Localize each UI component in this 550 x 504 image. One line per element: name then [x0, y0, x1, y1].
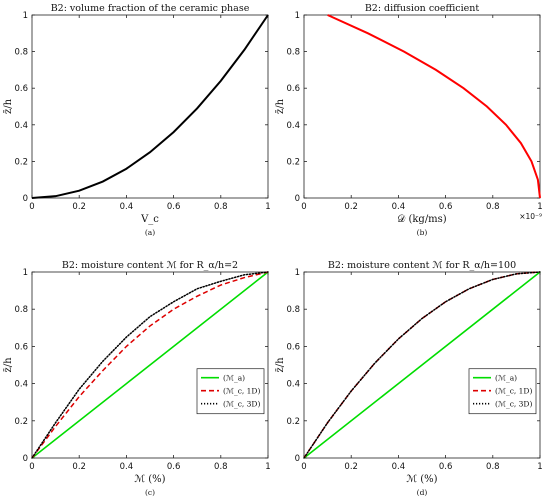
legend-box: [468, 368, 537, 415]
y-tick-label: 1: [23, 11, 28, 21]
chart-title: B2: volume fraction of the ceramic phase: [51, 3, 250, 14]
y-tick-label: 0: [23, 194, 28, 204]
x-tick-label: 0.8: [214, 202, 228, 212]
x-tick-label: 0.2: [72, 462, 86, 472]
panel-caption: (a): [145, 228, 155, 237]
x-tick-label: 0: [29, 462, 34, 472]
y-tick-label: 0.2: [14, 157, 28, 167]
y-tick-label: 0.8: [286, 305, 300, 315]
plot-area-1: [303, 14, 541, 199]
y-tick-label: 0.2: [286, 157, 300, 167]
x-tick-label: 0.6: [167, 202, 181, 212]
legend-entry: (ℳ_c, 1D): [223, 387, 260, 396]
x-tick-label: 0.6: [439, 202, 453, 212]
y-tick-label: 0.4: [286, 380, 300, 390]
panel-caption: (d): [417, 488, 428, 497]
y-tick-label: 0.4: [286, 121, 300, 131]
series-line-0: [31, 14, 269, 199]
series-line-0: [327, 14, 541, 199]
x-tick-label: 0.4: [392, 202, 406, 212]
x-tick-label: 0.4: [120, 462, 134, 472]
y-tick-label: 1: [295, 268, 300, 278]
legend-entry: (ℳ_a): [495, 374, 517, 383]
y-tick-label: 0.8: [14, 48, 28, 58]
y-tick-label: 1: [295, 11, 300, 21]
x-tick-label: 0.2: [72, 202, 86, 212]
y-axis-label: z̄/h: [275, 357, 286, 373]
x-tick-label: 0.8: [214, 462, 228, 472]
y-axis-label: z̄/h: [3, 98, 14, 114]
x-axis-exponent: ×10⁻⁹: [519, 212, 542, 221]
y-axis-label: z̄/h: [275, 98, 286, 114]
x-tick-label: 0.4: [392, 462, 406, 472]
y-tick-label: 0: [295, 454, 300, 464]
series-line-c-3d: [303, 271, 541, 459]
x-tick-label: 0.8: [486, 462, 500, 472]
x-tick-label: 0: [301, 202, 306, 212]
plot-area-0: [31, 14, 269, 199]
x-tick-label: 1: [265, 462, 270, 472]
series-line-a: [31, 271, 269, 459]
y-tick-label: 0.2: [286, 417, 300, 427]
series-line-c-1d: [31, 271, 269, 459]
panel-caption: (c): [145, 488, 155, 497]
chart-title: B2: moisture content ℳ for R_α/h=2: [62, 260, 238, 271]
x-tick-label: 0.6: [439, 462, 453, 472]
legend-box: [196, 368, 265, 415]
y-tick-label: 0.6: [14, 342, 28, 352]
y-tick-label: 0: [295, 194, 300, 204]
y-tick-label: 0.4: [14, 380, 28, 390]
chart-title: B2: moisture content ℳ for R_α/h=100: [328, 260, 516, 271]
legend-entry: (ℳ_a): [223, 374, 245, 383]
x-tick-label: 0.2: [344, 202, 358, 212]
x-tick-label: 0: [301, 462, 306, 472]
x-axis-label: 𝒟 (kg/ms): [397, 214, 447, 225]
y-tick-label: 0.4: [14, 121, 28, 131]
y-tick-label: 0.6: [14, 84, 28, 94]
x-tick-label: 1: [537, 202, 542, 212]
series-line-a: [303, 271, 541, 459]
y-tick-label: 0: [23, 454, 28, 464]
x-axis-label: ℳ (%): [134, 474, 165, 485]
x-tick-label: 0.4: [120, 202, 134, 212]
y-tick-label: 0.8: [286, 48, 300, 58]
chart-title: B2: diffusion coefficient: [365, 3, 480, 14]
x-tick-label: 0.8: [486, 202, 500, 212]
x-tick-label: 1: [265, 202, 270, 212]
legend-entry: (ℳ_c, 3D): [495, 400, 532, 409]
x-tick-label: 1: [537, 462, 542, 472]
y-tick-label: 1: [23, 268, 28, 278]
panel-caption: (b): [417, 228, 428, 237]
y-axis-label: z̄/h: [3, 357, 14, 373]
x-tick-label: 0.2: [344, 462, 358, 472]
x-tick-label: 0: [29, 202, 34, 212]
legend-entry: (ℳ_c, 3D): [223, 400, 260, 409]
series-line-c-3d: [31, 271, 269, 459]
x-tick-label: 0.6: [167, 462, 181, 472]
x-axis-label: V_c: [140, 214, 159, 225]
x-axis-label: ℳ (%): [406, 474, 437, 485]
legend-entry: (ℳ_c, 1D): [495, 387, 532, 396]
y-tick-label: 0.8: [14, 305, 28, 315]
y-tick-label: 0.6: [286, 84, 300, 94]
y-tick-label: 0.2: [14, 417, 28, 427]
y-tick-label: 0.6: [286, 342, 300, 352]
